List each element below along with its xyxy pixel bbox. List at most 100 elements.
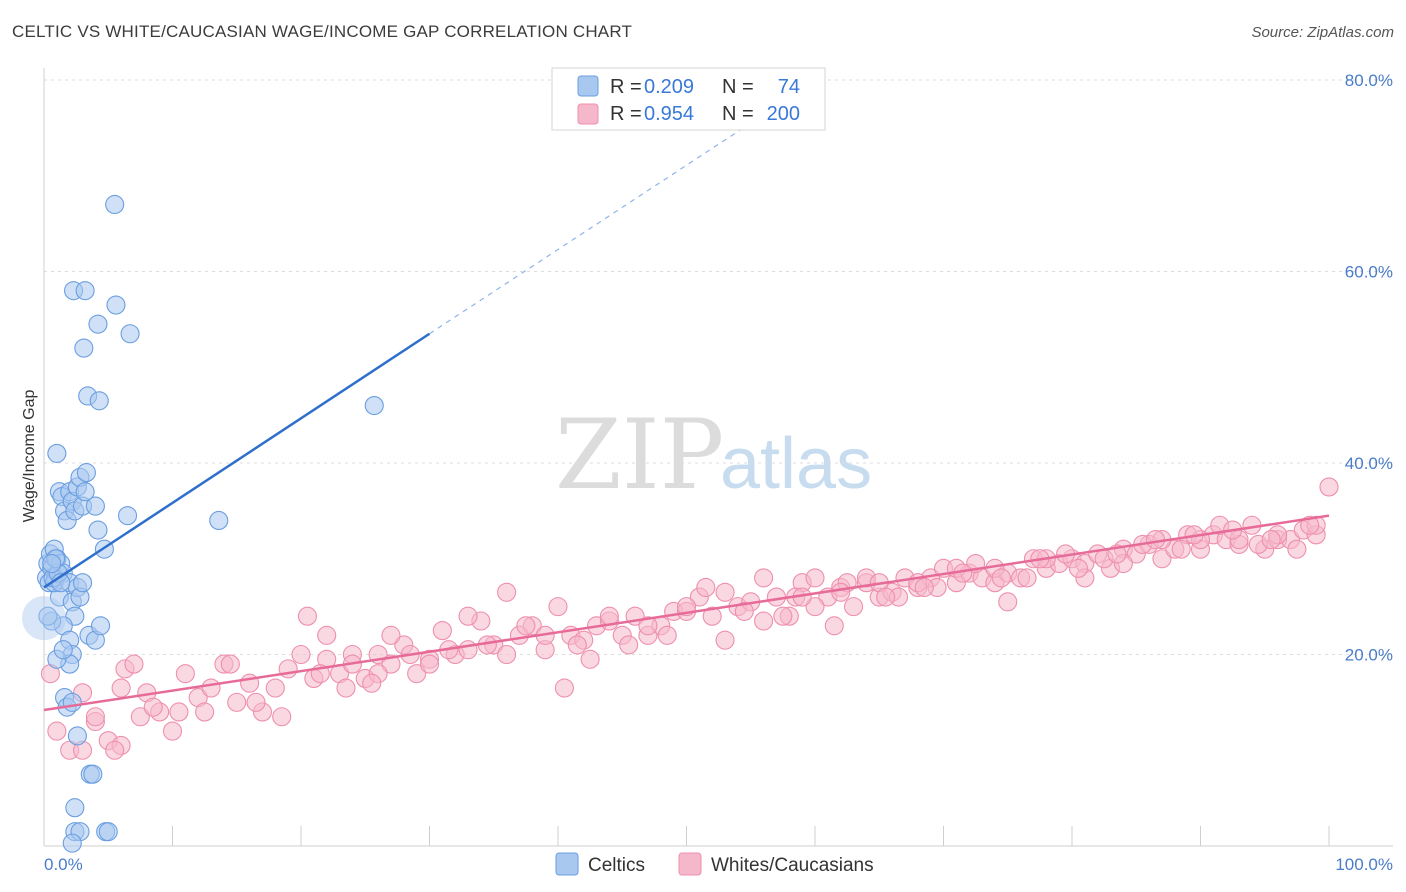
x-tick-label-min: 0.0%	[44, 855, 83, 874]
celtics-point	[74, 338, 94, 358]
axes	[43, 68, 1393, 847]
celtics-point	[76, 463, 96, 483]
whites-caucasians-point	[381, 654, 401, 674]
celtics-point	[88, 520, 108, 540]
whites-caucasians-point	[754, 568, 774, 588]
y-axis-label: Wage/Income Gap	[21, 390, 38, 523]
legend-swatch-whites	[577, 103, 599, 125]
whites-caucasians-point	[638, 616, 658, 636]
legend-r-label-celtics: R =	[610, 76, 642, 98]
whites-caucasians-point	[567, 635, 587, 655]
legend-n-label-celtics: N =	[722, 76, 754, 98]
whites-caucasians-point	[715, 582, 735, 602]
whites-caucasians-point	[175, 664, 195, 684]
watermark-zip: ZIP	[555, 399, 724, 511]
celtics-point	[83, 764, 103, 784]
whites-caucasians-point	[702, 606, 722, 626]
y-tick-label: 40.0%	[1345, 454, 1393, 473]
celtics-point	[73, 573, 93, 593]
celtics-point	[38, 606, 58, 626]
whites-caucasians-point	[497, 644, 517, 665]
watermark-atlas: atlas	[720, 424, 872, 504]
celtics-point	[105, 194, 125, 215]
series-whites-caucasians	[40, 477, 1339, 760]
celtics-point	[106, 295, 126, 315]
whites-caucasians-point	[773, 606, 793, 626]
whites-caucasians-point	[548, 597, 568, 617]
whites-caucasians-point	[124, 654, 144, 674]
whites-caucasians-point	[843, 597, 864, 617]
trend-lines	[43, 122, 1330, 712]
whites-caucasians-point	[111, 678, 131, 698]
series-celtics	[22, 194, 384, 853]
whites-caucasians-point	[1171, 539, 1191, 559]
whites-trend-line	[43, 514, 1330, 712]
whites-caucasians-point	[85, 707, 105, 727]
whites-caucasians-point	[657, 625, 677, 645]
legend-r-value-celtics: 0.209	[644, 76, 694, 98]
whites-caucasians-point	[297, 606, 317, 626]
whites-caucasians-point	[1017, 568, 1037, 588]
bottom-legend: Celtics Whites/Caucasians	[555, 852, 874, 876]
whites-caucasians-point	[824, 616, 844, 636]
whites-caucasians-point	[362, 673, 382, 693]
whites-caucasians-point	[1319, 477, 1339, 497]
y-tick-label: 60.0%	[1345, 263, 1393, 282]
celtics-cluster-point	[22, 596, 66, 641]
whites-caucasians-point	[291, 644, 311, 665]
whites-caucasians-point	[715, 630, 735, 650]
bottom-legend-label-celtics: Celtics	[588, 855, 645, 876]
whites-caucasians-point	[516, 616, 536, 636]
whites-caucasians-point	[419, 654, 440, 674]
celtics-point	[53, 640, 73, 660]
whites-caucasians-point	[1287, 539, 1307, 559]
whites-caucasians-point	[831, 582, 851, 602]
legend-n-value-celtics: 74	[778, 76, 800, 98]
celtics-point	[89, 391, 109, 411]
whites-caucasians-point	[1261, 530, 1281, 550]
celtics-point	[98, 822, 118, 842]
whites-caucasians-point	[130, 707, 150, 727]
celtics-point	[120, 324, 140, 344]
whites-caucasians-point	[105, 740, 125, 760]
celtics-point	[364, 395, 384, 416]
whites-caucasians-point	[998, 592, 1018, 612]
whites-caucasians-point	[754, 611, 774, 631]
x-tick-label-max: 100.0%	[1335, 855, 1393, 874]
whites-caucasians-point	[407, 664, 427, 684]
celtics-point	[62, 692, 82, 712]
celtics-point	[75, 281, 95, 301]
whites-caucasians-point	[458, 640, 478, 660]
celtics-trend-extension	[429, 122, 752, 335]
whites-caucasians-point	[272, 707, 292, 727]
bottom-legend-swatch-celtics	[555, 852, 579, 876]
legend-swatch-celtics	[577, 75, 599, 97]
legend-r-value-whites: 0.954	[644, 103, 694, 125]
celtics-point	[88, 314, 108, 334]
whites-caucasians-point	[805, 597, 825, 617]
chart-source: Source: ZipAtlas.com	[1251, 24, 1394, 41]
whites-caucasians-point	[619, 635, 639, 655]
y-tick-label: 80.0%	[1345, 71, 1393, 90]
whites-caucasians-point	[143, 697, 163, 717]
celtics-point	[85, 496, 105, 516]
legend: R = 0.209 N = 74 R = 0.954 N = 200	[551, 67, 826, 131]
whites-caucasians-point	[1152, 549, 1172, 569]
whites-caucasians-point	[734, 601, 754, 621]
celtics-point	[42, 553, 62, 574]
y-tick-labels: 20.0% 40.0% 60.0% 80.0%	[1345, 71, 1393, 665]
whites-caucasians-point	[169, 702, 189, 722]
bottom-legend-swatch-whites	[678, 852, 702, 876]
whites-caucasians-point	[195, 702, 215, 722]
whites-caucasians-point	[580, 649, 600, 669]
whites-caucasians-point	[1300, 515, 1320, 535]
whites-caucasians-point	[1145, 530, 1166, 550]
y-tick-label: 20.0%	[1345, 646, 1393, 665]
whites-caucasians-point	[201, 678, 221, 698]
celtics-point	[209, 510, 229, 531]
grid	[44, 79, 1393, 655]
celtics-point	[75, 482, 95, 502]
celtics-point	[47, 443, 67, 463]
whites-caucasians-point	[227, 692, 247, 712]
